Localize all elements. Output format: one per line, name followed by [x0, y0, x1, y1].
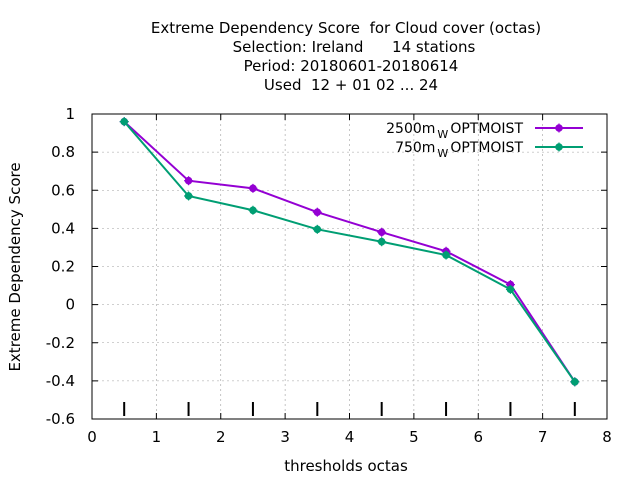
legend-label-suffix: OPTMOIST — [450, 121, 523, 137]
chart-title: Extreme Dependency Score for Cloud cover… — [151, 19, 541, 94]
legend-swatch-marker — [554, 142, 564, 152]
data-point — [441, 250, 451, 260]
data-point — [570, 377, 580, 387]
y-tick-label: -0.2 — [46, 334, 75, 352]
legend-swatch-marker — [554, 123, 564, 133]
grid — [92, 114, 607, 419]
title-line-2: Selection: Ireland 14 stations — [233, 38, 476, 56]
legend-label-suffix: OPTMOIST — [450, 140, 523, 156]
data-point — [184, 176, 194, 186]
y-tick-label: 1 — [65, 105, 75, 123]
data-point — [377, 237, 387, 247]
x-axis-ticks: 0 1 2 3 4 5 6 7 8 — [87, 114, 612, 446]
x-tick-label: 1 — [152, 428, 162, 446]
y-tick-label: -0.4 — [46, 372, 75, 390]
data-point — [248, 183, 258, 193]
legend-label: 2500m W OPTMOIST — [386, 121, 523, 141]
legend-label-sub: W — [437, 147, 448, 160]
title-line-3: Period: 20180601-20180614 — [244, 57, 459, 75]
y-tick-label: 0 — [65, 296, 75, 314]
series-line — [123, 120, 576, 383]
x-tick-label: 7 — [538, 428, 548, 446]
y-tick-label: 0.4 — [51, 219, 75, 237]
legend-label-main: 2500m — [386, 121, 435, 137]
data-point — [312, 207, 322, 217]
y-axis-title: Extreme Dependency Score — [6, 162, 24, 371]
x-tick-label: 6 — [473, 428, 483, 446]
data-point — [119, 117, 129, 127]
x-tick-label: 3 — [280, 428, 290, 446]
y-tick-label: -0.6 — [46, 410, 75, 428]
x-tick-label: 5 — [409, 428, 419, 446]
data-point — [184, 191, 194, 201]
title-line-1: Extreme Dependency Score for Cloud cover… — [151, 19, 541, 37]
title-line-4: Used 12 + 01 02 ... 24 — [264, 76, 438, 94]
data-point — [312, 224, 322, 234]
y-tick-label: 0.6 — [51, 181, 75, 199]
x-tick-label: 2 — [216, 428, 226, 446]
series-750m — [119, 117, 580, 387]
threshold-marks — [123, 402, 576, 416]
data-point — [505, 284, 515, 294]
legend-label-main: 750m — [395, 140, 435, 156]
legend-label: 750m W OPTMOIST — [395, 140, 523, 160]
x-tick-label: 8 — [602, 428, 612, 446]
y-tick-label: 0.2 — [51, 258, 75, 276]
x-tick-label: 0 — [87, 428, 97, 446]
data-point — [248, 205, 258, 215]
x-axis-title: thresholds octas — [284, 457, 408, 475]
series-line — [123, 120, 576, 383]
y-tick-label: 0.8 — [51, 143, 75, 161]
data-point — [377, 227, 387, 237]
legend-label-sub: W — [437, 128, 448, 141]
legend-item-2500m: 2500m W OPTMOIST — [386, 121, 583, 141]
legend-item-750m: 750m W OPTMOIST — [395, 140, 583, 160]
y-axis-ticks: -0.6 -0.4 -0.2 0 0.2 0.4 0.6 0.8 1 — [46, 105, 607, 428]
series-group — [119, 117, 580, 387]
x-tick-label: 4 — [345, 428, 355, 446]
